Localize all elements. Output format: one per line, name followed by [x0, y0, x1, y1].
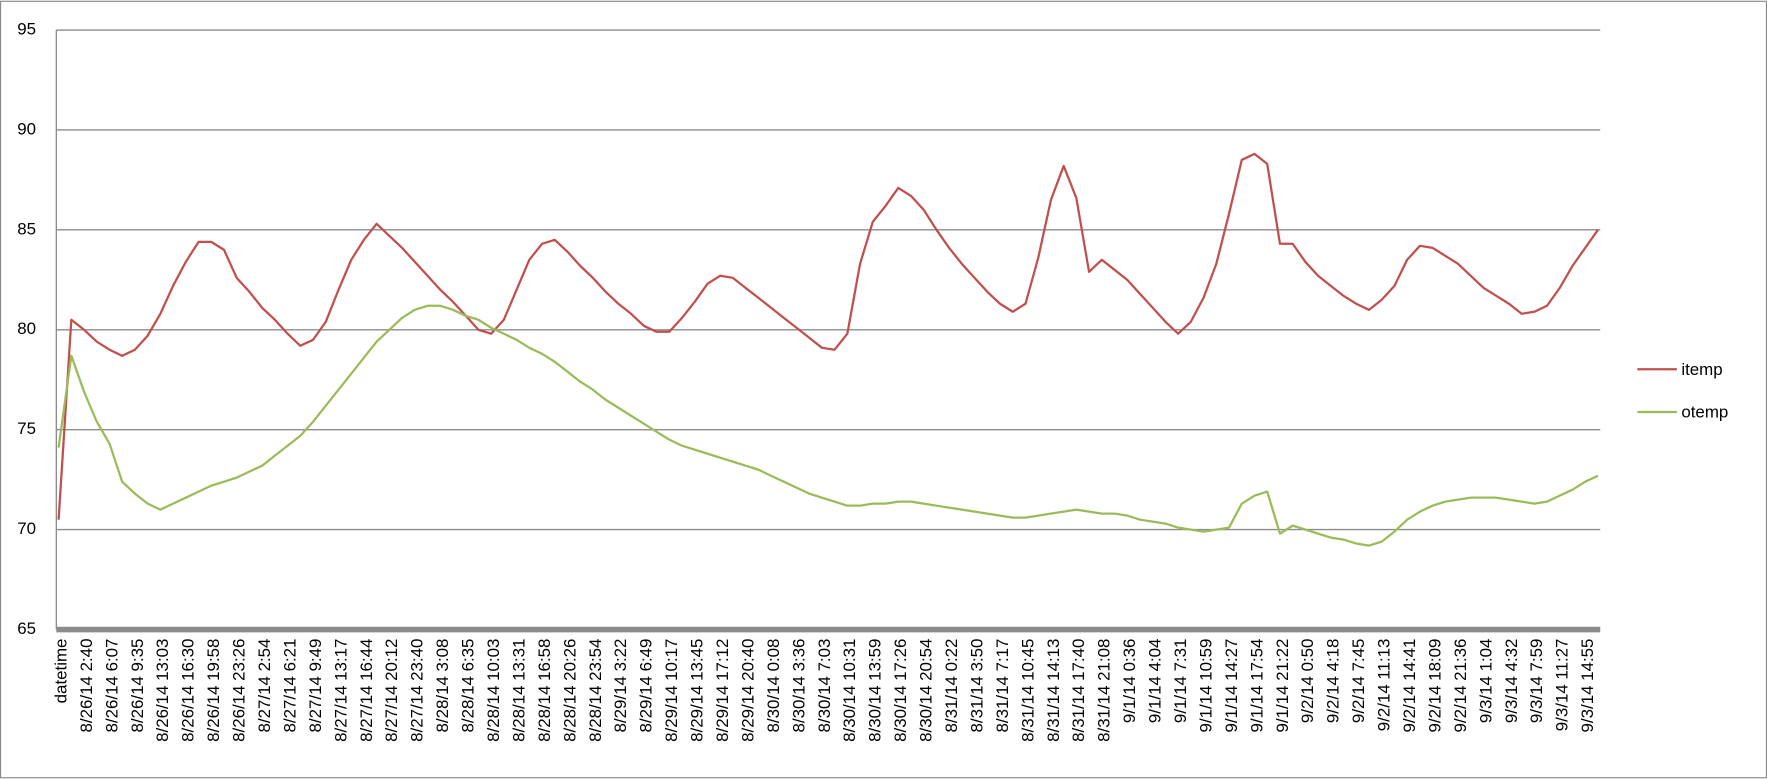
x-tick-label: 9/1/14 4:04	[1146, 639, 1165, 724]
y-tick-label: 80	[17, 319, 36, 338]
y-tick-label: 65	[17, 619, 36, 638]
x-tick-label: 9/3/14 7:59	[1527, 639, 1546, 724]
x-tick-label: 8/27/14 16:44	[357, 639, 376, 742]
legend-label: otemp	[1681, 403, 1728, 422]
series-line	[57, 152, 1599, 520]
x-tick-label: 8/29/14 3:22	[611, 639, 630, 733]
x-tick-label: 9/2/14 18:09	[1425, 639, 1444, 733]
x-tick-label: 8/27/14 9:49	[306, 639, 325, 733]
x-tick-label: 9/2/14 11:13	[1375, 639, 1394, 732]
x-tick-label: 8/28/14 16:58	[535, 639, 554, 742]
x-tick-label: 8/29/14 20:40	[738, 639, 757, 742]
x-tick-label: 9/1/14 0:36	[1120, 639, 1139, 724]
x-tick-label: 8/31/14 10:45	[1018, 639, 1037, 742]
y-tick-label: 95	[17, 19, 36, 38]
x-tick-label: 9/1/14 7:31	[1171, 639, 1190, 724]
x-tick-label: 8/28/14 6:35	[459, 639, 478, 733]
x-tick-label: 9/1/14 10:59	[1196, 639, 1215, 733]
x-tick-label: 8/26/14 16:30	[179, 639, 198, 742]
x-tick-label: 8/30/14 0:08	[764, 639, 783, 733]
x-tick-label: 8/29/14 10:17	[662, 639, 681, 742]
x-tick-label: 8/26/14 23:26	[230, 639, 249, 742]
x-tick-label: 8/27/14 2:54	[255, 639, 274, 733]
y-tick-label: 85	[17, 219, 36, 238]
x-tick-label: 8/29/14 17:12	[713, 639, 732, 742]
x-tick-label: 8/26/14 13:03	[153, 639, 172, 742]
x-tick-label: 8/30/14 17:26	[891, 639, 910, 742]
x-tick-label: 8/31/14 7:17	[993, 639, 1012, 733]
x-tick-label: 9/1/14 14:27	[1222, 639, 1241, 733]
x-tick-label: 8/26/14 6:07	[102, 639, 121, 733]
x-tick-label: 8/29/14 6:49	[637, 639, 656, 733]
x-tick-label: 9/1/14 17:54	[1247, 639, 1266, 733]
x-tick-label: 9/3/14 1:04	[1476, 639, 1495, 724]
y-tick-label: 70	[17, 519, 36, 538]
x-tick-label: 8/28/14 3:08	[433, 639, 452, 733]
x-tick-label: 9/3/14 4:32	[1502, 639, 1521, 724]
x-tick-label: 8/28/14 10:03	[484, 639, 503, 742]
x-tick-label: 8/31/14 21:08	[1095, 639, 1114, 742]
x-tick-label: 8/29/14 13:45	[688, 639, 707, 742]
x-tick-label: 8/26/14 2:40	[77, 639, 96, 733]
x-tick-label: 9/2/14 14:41	[1400, 639, 1419, 733]
x-tick-label: 8/31/14 17:40	[1069, 639, 1088, 742]
x-tick-label: 8/27/14 6:21	[280, 639, 299, 733]
x-tick-label: 8/28/14 13:31	[509, 639, 528, 742]
x-tick-label: 9/3/14 11:27	[1553, 639, 1572, 732]
y-tick-label: 90	[17, 119, 36, 138]
legend-label: itemp	[1681, 360, 1722, 379]
x-tick-label: 8/30/14 20:54	[917, 639, 936, 742]
series-line	[57, 304, 1599, 547]
x-tick-label: 8/27/14 20:12	[382, 639, 401, 742]
y-tick-label: 75	[17, 419, 36, 438]
x-tick-label: 9/2/14 7:45	[1349, 639, 1368, 724]
x-tick-label: 8/31/14 14:13	[1044, 639, 1063, 742]
x-tick-label: 8/27/14 13:17	[331, 639, 350, 742]
x-tick-label: 9/3/14 14:55	[1578, 639, 1597, 733]
x-tick-label: 8/27/14 23:40	[408, 639, 427, 742]
x-tick-label: 8/31/14 3:50	[967, 639, 986, 733]
x-tick-label: 9/2/14 4:18	[1324, 639, 1343, 724]
x-tick-label: 9/2/14 0:50	[1298, 639, 1317, 724]
x-tick-label: 9/1/14 21:22	[1273, 639, 1292, 733]
x-tick-label: 8/26/14 9:35	[128, 639, 147, 733]
x-tick-label: 8/28/14 23:54	[586, 639, 605, 742]
x-tick-label: datetime	[51, 639, 70, 704]
x-tick-label: 8/30/14 7:03	[815, 639, 834, 733]
x-tick-label: 8/28/14 20:26	[560, 639, 579, 742]
x-tick-label: 9/2/14 21:36	[1451, 639, 1470, 733]
x-tick-label: 8/30/14 3:36	[789, 639, 808, 733]
x-tick-label: 8/31/14 0:22	[942, 639, 961, 733]
x-tick-label: 8/26/14 19:58	[204, 639, 223, 742]
x-tick-label: 8/30/14 10:31	[840, 639, 859, 742]
x-tick-label: 8/30/14 13:59	[866, 639, 885, 742]
